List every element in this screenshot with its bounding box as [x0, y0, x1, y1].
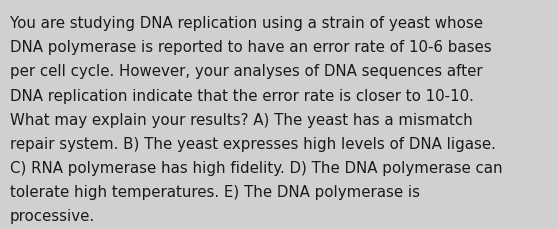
Text: What may explain your results? A) The yeast has a mismatch: What may explain your results? A) The ye… [10, 112, 473, 127]
Text: repair system. B) The yeast expresses high levels of DNA ligase.: repair system. B) The yeast expresses hi… [10, 136, 496, 151]
Text: tolerate high temperatures. E) The DNA polymerase is: tolerate high temperatures. E) The DNA p… [10, 184, 420, 199]
Text: You are studying DNA replication using a strain of yeast whose: You are studying DNA replication using a… [10, 16, 483, 31]
Text: DNA polymerase is reported to have an error rate of 10-6 bases: DNA polymerase is reported to have an er… [10, 40, 492, 55]
Text: C) RNA polymerase has high fidelity. D) The DNA polymerase can: C) RNA polymerase has high fidelity. D) … [10, 160, 503, 175]
Text: DNA replication indicate that the error rate is closer to 10-10.: DNA replication indicate that the error … [10, 88, 474, 103]
Text: processive.: processive. [10, 208, 95, 223]
Text: per cell cycle. However, your analyses of DNA sequences after: per cell cycle. However, your analyses o… [10, 64, 483, 79]
